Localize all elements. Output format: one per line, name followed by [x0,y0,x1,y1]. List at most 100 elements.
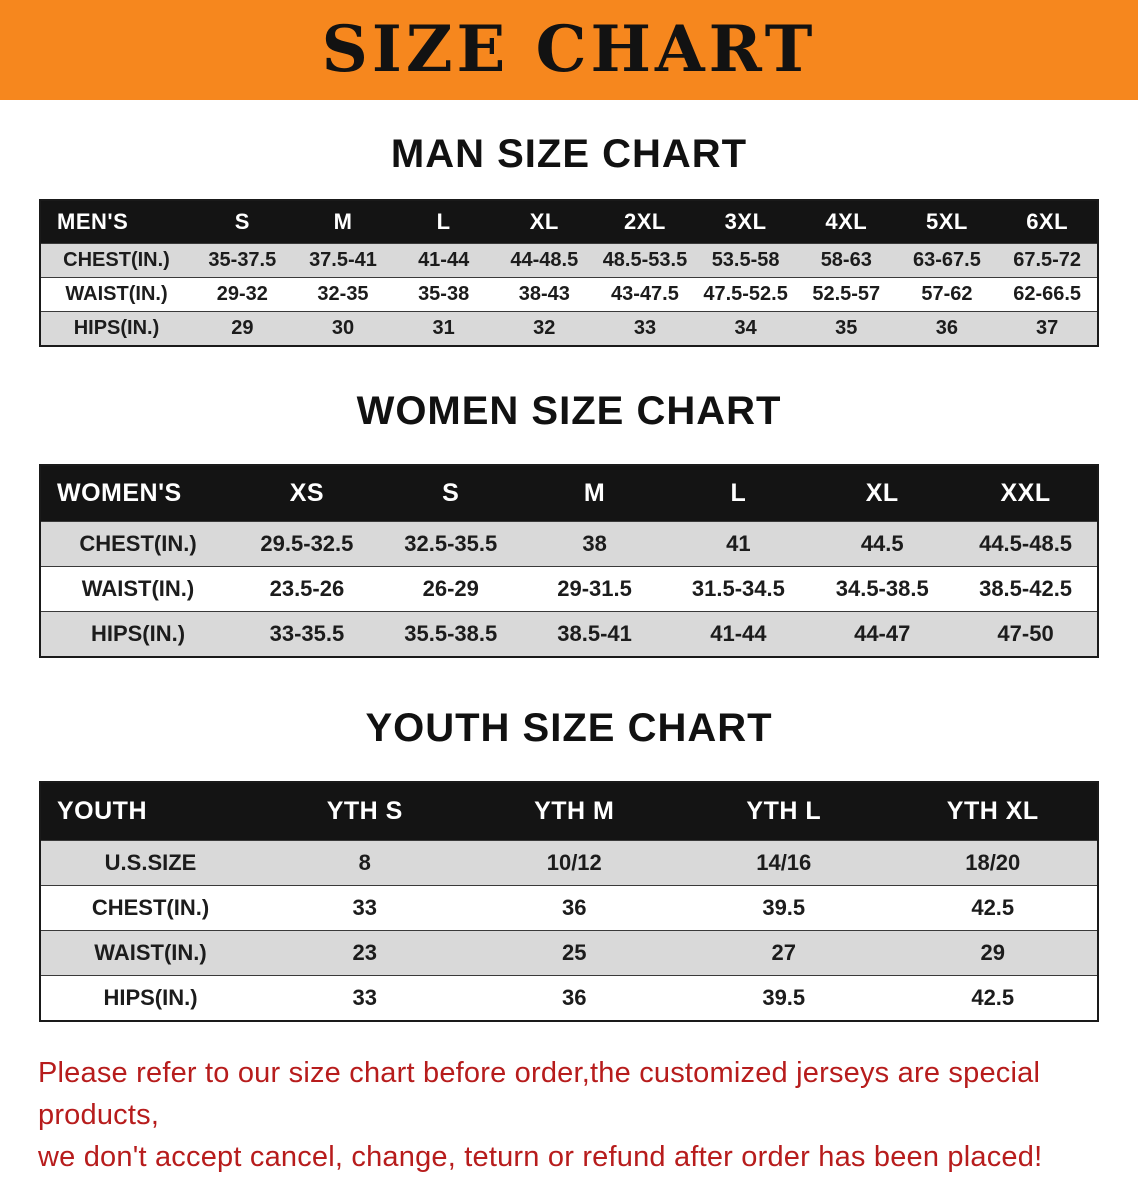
youth-section-heading: YOUTH SIZE CHART [365,706,773,750]
size-column-header: L [393,200,494,244]
value-cell: 32-35 [292,277,394,312]
size-column-header: XL [810,465,955,522]
value-cell: 35-37.5 [192,243,293,278]
measurement-row: WAIST(IN.) 29-32 32-35 35-38 38-43 43-47.5 47.… [40,277,1098,312]
table-title-cell: MEN'S [40,200,192,244]
size-column-header: XL [493,200,595,244]
row-label-cell: CHEST(IN.) [40,243,192,278]
value-cell: 35-38 [393,277,494,312]
row-label-cell: CHEST(IN.) [40,521,235,567]
value-cell: 67.5-72 [997,243,1098,278]
value-cell: 42.5 [888,885,1098,931]
value-cell: 29 [888,930,1098,976]
men-size-section: MAN SIZE CHART MEN'S S M L XL 2XL 3XL 4XL 5XL 6XL… [0,132,1138,347]
value-cell: 35.5-38.5 [378,611,523,657]
value-cell: 44.5 [810,521,955,567]
banner: SIZE CHART [0,0,1138,100]
value-cell: 34.5-38.5 [810,566,955,612]
value-cell: 14/16 [679,840,889,886]
value-cell: 26-29 [378,566,523,612]
table-header-row: YOUTH YTH S YTH M YTH L YTH XL [40,782,1098,841]
men-section-heading: MAN SIZE CHART [390,132,748,176]
value-cell: 33 [260,885,470,931]
value-cell: 48.5-53.5 [594,243,696,278]
page-title: SIZE CHART [321,12,817,87]
value-cell: 35 [795,311,897,346]
table-title-cell: WOMEN'S [40,465,235,522]
measurement-row: CHEST(IN.) 33 36 39.5 42.5 [40,885,1098,931]
value-cell: 44.5-48.5 [954,521,1098,567]
measurement-row: HIPS(IN.) 33-35.5 35.5-38.5 38.5-41 41-44 44-… [40,611,1098,657]
value-cell: 33-35.5 [235,611,379,657]
value-cell: 32 [493,311,595,346]
value-cell: 29-31.5 [522,566,667,612]
size-column-header: 2XL [594,200,696,244]
value-cell: 33 [594,311,696,346]
value-cell: 33 [260,975,470,1021]
value-cell: 36 [469,975,679,1021]
value-cell: 63-67.5 [896,243,998,278]
size-column-header: YTH M [469,782,679,841]
value-cell: 43-47.5 [594,277,696,312]
measurement-row: WAIST(IN.) 23 25 27 29 [40,930,1098,976]
value-cell: 42.5 [888,975,1098,1021]
value-cell: 41-44 [393,243,494,278]
value-cell: 32.5-35.5 [378,521,523,567]
value-cell: 39.5 [679,885,889,931]
row-label-cell: CHEST(IN.) [40,885,260,931]
table-header-row: WOMEN'S XS S M L XL XXL [40,465,1098,522]
value-cell: 62-66.5 [997,277,1098,312]
measurement-row: U.S.SIZE 8 10/12 14/16 18/20 [40,840,1098,886]
value-cell: 23.5-26 [235,566,379,612]
men-size-table: MEN'S S M L XL 2XL 3XL 4XL 5XL 6XL CHEST(IN.) 35-37… [39,199,1099,347]
row-label-cell: WAIST(IN.) [40,930,260,976]
size-column-header: S [192,200,293,244]
size-column-header: 4XL [795,200,897,244]
youth-size-section: YOUTH SIZE CHART YOUTH YTH S YTH M YTH L YTH… [0,706,1138,1022]
measurement-row: WAIST(IN.) 23.5-26 26-29 29-31.5 31.5-34.5 34… [40,566,1098,612]
size-column-header: YTH L [679,782,889,841]
value-cell: 38.5-42.5 [954,566,1098,612]
value-cell: 44-48.5 [493,243,595,278]
size-column-header: XS [235,465,379,522]
women-size-section: WOMEN SIZE CHART WOMEN'S XS S M L XL XXL CHEST(… [0,389,1138,658]
row-label-cell: U.S.SIZE [40,840,260,886]
measurement-row: CHEST(IN.) 29.5-32.5 32.5-35.5 38 41 44.5 44.5… [40,521,1098,567]
value-cell: 31.5-34.5 [666,566,811,612]
row-label-cell: WAIST(IN.) [40,277,192,312]
value-cell: 10/12 [469,840,679,886]
size-column-header: S [378,465,523,522]
value-cell: 58-63 [795,243,897,278]
row-label-cell: HIPS(IN.) [40,611,235,657]
measurement-row: CHEST(IN.) 35-37.5 37.5-41 41-44 44-48.5 48.5… [40,243,1098,278]
value-cell: 27 [679,930,889,976]
youth-size-table: YOUTH YTH S YTH M YTH L YTH XL U.S.SIZE 8 10/12… [39,781,1099,1022]
value-cell: 30 [292,311,394,346]
value-cell: 23 [260,930,470,976]
value-cell: 18/20 [888,840,1098,886]
table-title-cell: YOUTH [40,782,260,841]
footer-notice: Please refer to our size chart before or… [38,1052,1100,1178]
row-label-cell: WAIST(IN.) [40,566,235,612]
value-cell: 29-32 [192,277,293,312]
row-label-cell: HIPS(IN.) [40,975,260,1021]
size-column-header: YTH S [260,782,470,841]
value-cell: 36 [896,311,998,346]
size-column-header: M [292,200,394,244]
value-cell: 38 [522,521,667,567]
value-cell: 37 [997,311,1098,346]
size-column-header: 5XL [896,200,998,244]
measurement-row: HIPS(IN.) 33 36 39.5 42.5 [40,975,1098,1021]
value-cell: 57-62 [896,277,998,312]
women-size-table: WOMEN'S XS S M L XL XXL CHEST(IN.) 29.5-32.5 32.5… [39,464,1099,658]
value-cell: 44-47 [810,611,955,657]
size-column-header: 6XL [997,200,1098,244]
value-cell: 29 [192,311,293,346]
value-cell: 31 [393,311,494,346]
row-label-cell: HIPS(IN.) [40,311,192,346]
value-cell: 34 [695,311,796,346]
table-header-row: MEN'S S M L XL 2XL 3XL 4XL 5XL 6XL [40,200,1098,244]
size-column-header: YTH XL [888,782,1098,841]
value-cell: 41-44 [666,611,811,657]
